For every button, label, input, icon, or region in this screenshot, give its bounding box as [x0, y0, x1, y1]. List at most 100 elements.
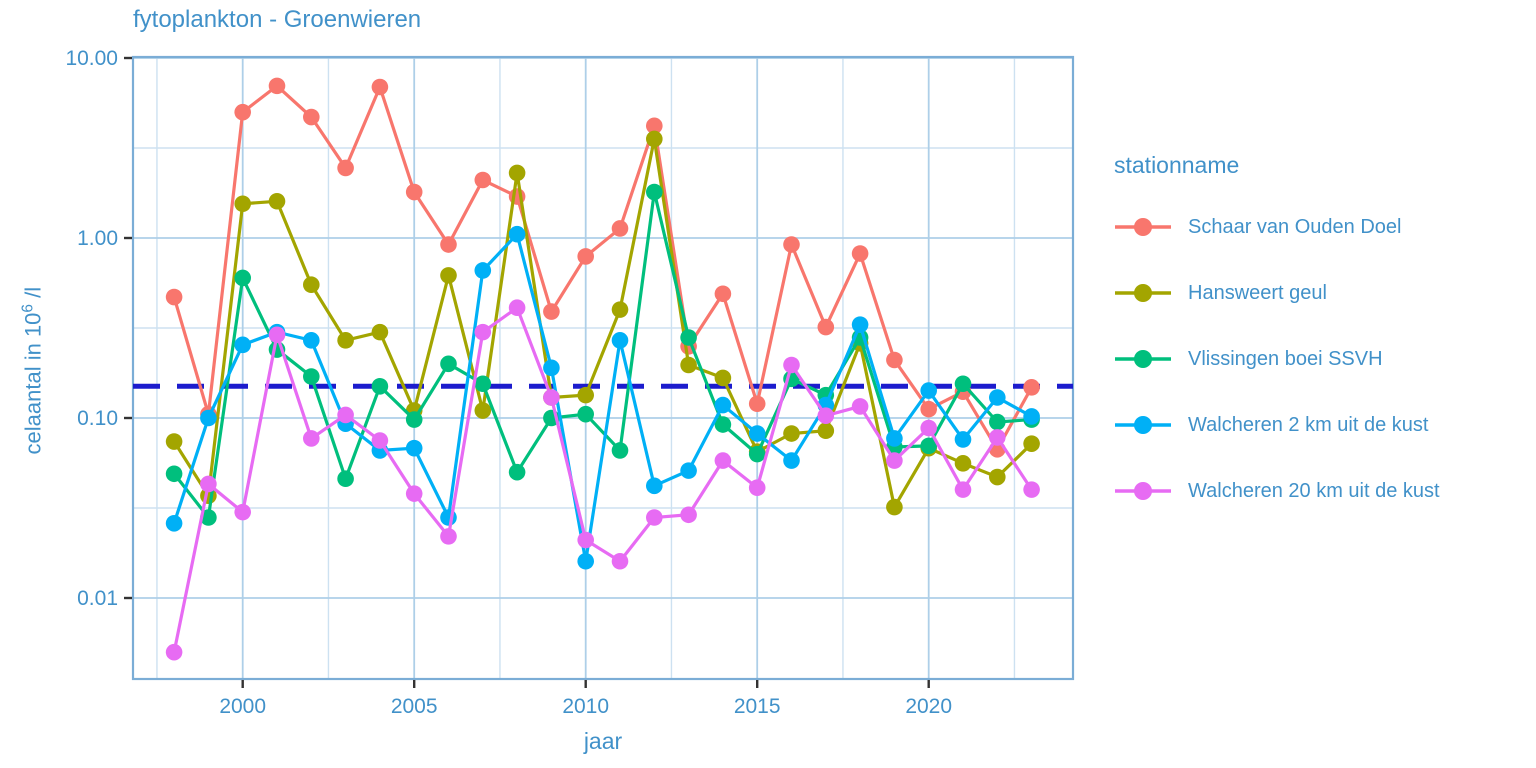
data-point — [371, 78, 389, 96]
data-point — [337, 406, 354, 424]
legend: stationname Schaar van Ouden Doel Hanswe… — [1114, 152, 1440, 545]
series-line — [172, 82, 1033, 453]
data-point — [303, 276, 320, 294]
legend-swatch-icon — [1115, 284, 1171, 302]
data-point — [405, 485, 423, 502]
x-tick-label: 2000 — [219, 695, 266, 718]
data-point — [714, 369, 732, 387]
data-point — [714, 452, 732, 469]
data-point — [714, 416, 732, 433]
data-point — [268, 326, 286, 344]
data-point — [165, 288, 183, 306]
data-point — [234, 195, 251, 213]
data-point — [920, 419, 937, 437]
data-point — [886, 351, 903, 369]
series-line — [172, 305, 1033, 653]
data-point — [165, 433, 183, 450]
data-point — [886, 430, 903, 447]
data-point — [886, 452, 903, 469]
data-point — [543, 303, 560, 320]
data-point — [611, 442, 629, 459]
data-point — [817, 407, 835, 424]
data-point — [714, 396, 732, 414]
data-point — [680, 462, 697, 479]
data-point — [680, 506, 697, 524]
data-point — [303, 430, 320, 447]
data-point — [200, 475, 217, 493]
legend-entry-walcheren-2km: Walcheren 2 km uit de kust — [1114, 413, 1440, 437]
legend-swatch-icon — [1115, 350, 1171, 368]
data-point — [440, 236, 457, 253]
data-point — [748, 445, 766, 463]
data-point — [714, 285, 732, 303]
y-tick-label: 0.01 — [77, 587, 118, 610]
data-point — [543, 359, 560, 377]
data-point — [954, 431, 972, 448]
x-tick-label: 2015 — [734, 695, 781, 718]
data-point — [577, 386, 594, 404]
data-point — [920, 437, 937, 455]
chart-title: fytoplankton - Groenwieren — [133, 6, 422, 33]
data-point — [508, 164, 526, 182]
data-point — [646, 509, 663, 526]
x-tick-label: 2005 — [391, 695, 438, 718]
data-point — [508, 299, 526, 316]
data-point — [611, 552, 629, 570]
data-point — [440, 267, 457, 284]
data-point — [165, 465, 183, 483]
data-point — [577, 248, 594, 265]
data-point — [1023, 481, 1040, 498]
data-point — [954, 481, 972, 498]
data-point — [646, 117, 663, 135]
data-point — [611, 332, 629, 349]
data-point — [543, 389, 560, 406]
data-point — [405, 439, 423, 457]
data-point — [989, 413, 1006, 431]
data-point — [268, 192, 286, 210]
series-line — [172, 138, 1033, 512]
data-point — [440, 355, 457, 373]
data-point — [817, 318, 835, 336]
data-point — [405, 411, 423, 428]
data-point — [1023, 408, 1040, 425]
data-point — [680, 329, 697, 346]
data-point — [577, 405, 594, 423]
data-point — [200, 409, 217, 427]
data-point — [337, 470, 354, 488]
data-point — [337, 332, 354, 349]
data-point — [817, 422, 835, 440]
data-point — [783, 236, 800, 253]
series-line — [172, 191, 1032, 522]
legend-title: stationname — [1114, 152, 1240, 178]
data-point — [303, 332, 320, 349]
data-point — [474, 323, 492, 341]
data-point — [405, 183, 423, 201]
legend-swatch-icon — [1115, 218, 1171, 236]
data-point — [920, 382, 937, 399]
data-point — [234, 269, 251, 287]
legend-entry-label: Hansweert geul — [1188, 281, 1327, 304]
legend-entry-label: Walcheren 2 km uit de kust — [1188, 413, 1429, 436]
legend-swatch-icon — [1115, 482, 1171, 500]
data-point — [474, 402, 492, 419]
data-point — [748, 479, 766, 496]
legend-swatch-icon — [1115, 416, 1171, 434]
data-point — [646, 130, 663, 148]
data-point — [989, 389, 1006, 406]
data-point — [577, 552, 594, 570]
legend-entry-vlissingen-boei-ssvh: Vlissingen boei SSVH — [1114, 347, 1440, 371]
legend-entry-label: Schaar van Ouden Doel — [1188, 215, 1402, 238]
data-point — [851, 245, 869, 262]
legend-entry-walcheren-20km: Walcheren 20 km uit de kust — [1114, 479, 1440, 503]
data-point — [851, 398, 869, 415]
data-point — [371, 378, 389, 395]
data-point — [440, 528, 457, 545]
data-point — [508, 463, 526, 481]
data-point — [165, 643, 183, 661]
data-point — [371, 323, 389, 341]
data-point — [474, 375, 492, 393]
data-point — [748, 395, 766, 413]
data-point — [954, 375, 972, 393]
